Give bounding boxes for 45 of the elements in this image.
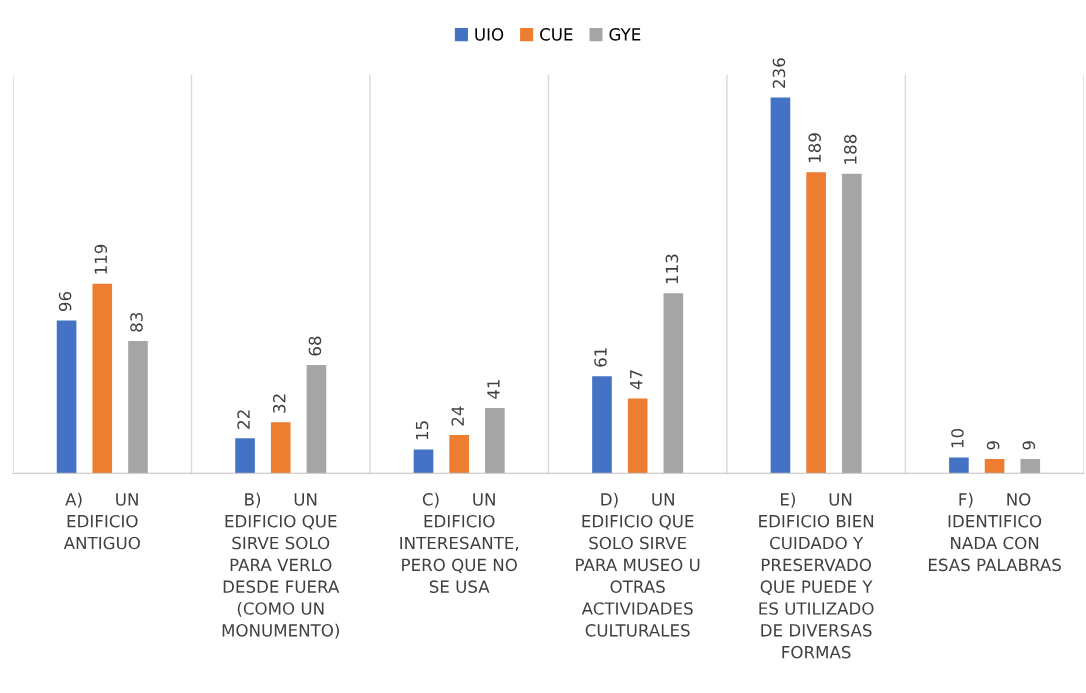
- data-label: 22: [237, 410, 250, 429]
- legend-label: UIO: [475, 28, 504, 41]
- bar: [984, 458, 1005, 474]
- bar: [413, 449, 434, 474]
- bar: [485, 408, 505, 474]
- data-label: 189: [808, 133, 821, 163]
- data-label: 61: [594, 348, 607, 367]
- data-label: 188: [844, 134, 857, 164]
- data-label: 83: [130, 312, 143, 332]
- x-tick-label: A) UN EDIFICIO ANTIGUO: [63, 492, 140, 550]
- data-label: 41: [487, 380, 500, 399]
- data-label: 236: [772, 58, 786, 88]
- data-label: 119: [94, 244, 108, 274]
- data-label: 24: [451, 406, 464, 426]
- data-label: 9: [1022, 441, 1036, 450]
- bar: [449, 435, 470, 474]
- data-label: 9: [986, 441, 1000, 450]
- bar: [663, 293, 684, 474]
- data-label: 32: [272, 394, 286, 413]
- bar: [92, 283, 113, 474]
- x-tick-label: B) UN EDIFICIO QUE SIRVE SOLO PARA VERLO DESDE FUERA (COMO UN MONUMENTO): [222, 492, 340, 639]
- bar: [949, 457, 969, 474]
- bar: [306, 365, 327, 474]
- bar: [806, 172, 826, 474]
- legend-label: CUE: [540, 28, 573, 41]
- bar: [235, 438, 255, 474]
- bar: [627, 398, 648, 474]
- bar: [56, 320, 77, 474]
- data-label: 113: [665, 254, 679, 284]
- bar: [128, 341, 148, 474]
- data-label: 10: [951, 428, 964, 448]
- data-label: 47: [630, 370, 643, 390]
- data-label: 15: [415, 421, 429, 440]
- x-tick-label: D) UN EDIFICIO QUE SOLO SIRVE PARA MUSEO U OTRAS ACTIVIDADES CULTURALES: [576, 492, 700, 637]
- x-tick-label: F) NO IDENTIFICO NADA CON ESAS PALABRAS: [928, 492, 1061, 572]
- legend-label: GYE: [609, 28, 641, 41]
- bar: [1020, 458, 1041, 474]
- bar: [770, 97, 791, 474]
- bar: [270, 422, 291, 474]
- data-label: 96: [58, 291, 72, 312]
- bar: [592, 376, 612, 474]
- bar: [842, 173, 862, 474]
- data-label: 68: [308, 336, 322, 356]
- x-tick-label: E) UN EDIFICIO BIEN CUIDADO Y PRESERVADO QUE PUEDE Y ES UTILIZADO DE DIVERSAS FORMAS: [759, 492, 874, 659]
- x-tick-label: C) UN EDIFICIO INTERESANTE, PERO QUE NO SE USA: [400, 492, 519, 593]
